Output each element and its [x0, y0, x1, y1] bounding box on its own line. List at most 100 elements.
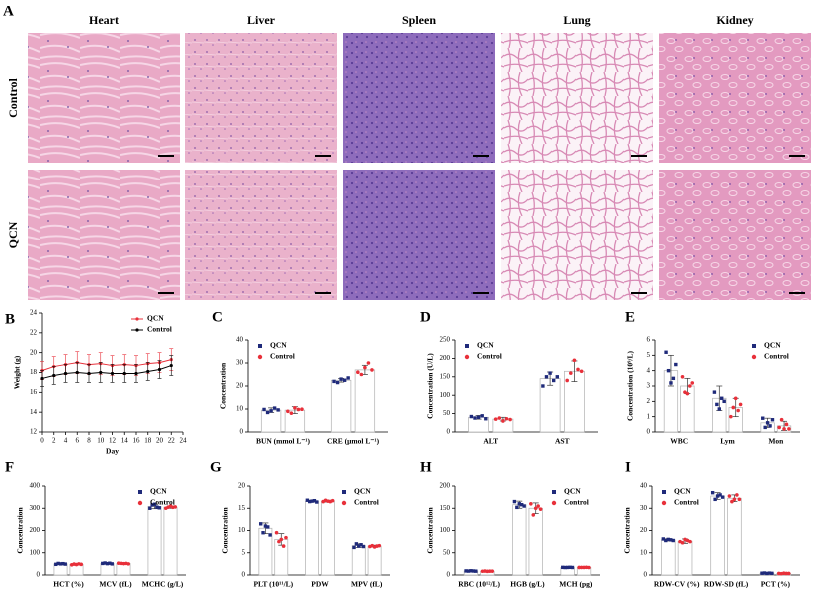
data-point — [531, 513, 536, 517]
chart: H 0 50 100 150 200 Concentration RBC (10¹²/L) HG… — [420, 459, 600, 589]
data-point — [565, 378, 569, 383]
panel-letter: D — [420, 309, 431, 325]
panel-letter: G — [210, 459, 222, 475]
y-tick-label: 300 — [30, 504, 41, 512]
data-point — [712, 390, 717, 394]
data-point — [469, 414, 474, 419]
x-tick-label: 10 — [97, 437, 105, 445]
x-tick-label: 12 — [109, 437, 117, 445]
y-tick-label: 15 — [238, 504, 246, 512]
data-point — [473, 416, 477, 420]
data-point — [305, 498, 310, 502]
data-point — [760, 571, 764, 575]
scale-bar — [158, 155, 174, 157]
data-point — [279, 537, 284, 542]
y-tick-label: 150 — [440, 372, 451, 380]
data-point — [538, 507, 543, 511]
data-point — [579, 369, 584, 374]
y-tick-label: 22 — [30, 328, 38, 336]
column-title: Liver — [247, 13, 276, 27]
data-point — [664, 350, 668, 354]
data-point — [587, 565, 591, 570]
y-tick-label: 40 — [640, 482, 648, 490]
y-tick-label: 50 — [443, 548, 451, 556]
x-tick-label: CRE (μmol L⁻¹) — [327, 437, 380, 446]
x-tick-label: 8 — [87, 437, 91, 445]
legend-label: QCN — [564, 487, 581, 496]
legend-marker — [661, 500, 667, 506]
panel-letter: E — [625, 309, 635, 325]
data-point — [563, 565, 567, 570]
legend-label: QCN — [150, 487, 167, 496]
histology-image — [659, 33, 811, 163]
data-point — [286, 409, 290, 414]
x-tick-label: RBC (10¹²/L) — [458, 580, 500, 589]
x-tick-label: PDW — [311, 580, 329, 589]
y-axis-label: Concentration — [623, 507, 632, 554]
data-point — [359, 543, 363, 547]
chart: F 0 100 200 300 400 Concentration HCT (%) MCV (f… — [5, 459, 186, 589]
scale-bar — [631, 155, 647, 157]
bar — [330, 379, 352, 433]
y-tick-label: 20 — [640, 526, 648, 534]
x-tick-label: 14 — [121, 437, 129, 445]
data-point — [54, 562, 58, 567]
legend-marker — [464, 354, 470, 360]
data-point — [346, 376, 350, 380]
data-point — [572, 358, 577, 363]
y-tick-label: 6 — [647, 336, 651, 344]
data-point — [515, 505, 519, 510]
bar — [528, 507, 543, 576]
data-point — [765, 421, 770, 425]
y-tick-label: 200 — [30, 526, 41, 534]
data-point — [730, 499, 734, 504]
x-tick-label: PCT (%) — [761, 580, 791, 589]
data-point — [555, 375, 560, 379]
y-axis-label: Concentration — [426, 507, 435, 554]
y-tick-label: 200 — [440, 354, 451, 362]
data-point — [568, 565, 572, 570]
y-tick-label: 18 — [30, 368, 38, 376]
data-point — [490, 569, 495, 573]
x-tick-label: 0 — [40, 437, 44, 445]
legend-marker — [138, 490, 142, 494]
data-point — [464, 569, 468, 573]
x-axis-label: Day — [106, 447, 119, 456]
scale-bar — [315, 292, 331, 294]
legend-marker — [137, 500, 143, 506]
x-tick-label: 22 — [168, 437, 176, 445]
bar — [512, 504, 527, 576]
data-point — [466, 569, 471, 573]
data-point — [504, 416, 509, 421]
data-point — [512, 499, 517, 504]
y-tick-label: 20 — [236, 382, 244, 390]
data-point — [762, 571, 767, 575]
column-title: Lung — [563, 13, 590, 27]
data-point — [332, 379, 336, 384]
legend-label: QCN — [477, 341, 494, 350]
column-title: Kidney — [716, 13, 753, 27]
bar — [163, 506, 178, 576]
data-point — [310, 499, 314, 503]
legend-label: Control — [147, 325, 172, 334]
data-point — [268, 533, 272, 537]
data-point — [155, 505, 159, 509]
data-point — [105, 561, 110, 566]
y-tick-label: 0 — [447, 428, 451, 436]
data-point — [261, 531, 265, 535]
data-point — [669, 538, 673, 542]
data-point — [731, 405, 736, 410]
y-tick-label: 4 — [647, 366, 651, 374]
data-point — [666, 537, 670, 542]
y-axis-label: Weight (g) — [13, 355, 22, 389]
x-tick-label: MCV (fL) — [99, 580, 132, 589]
legend-marker — [135, 317, 139, 321]
data-point — [354, 542, 359, 546]
data-point — [729, 414, 733, 419]
x-tick-label: WBC — [670, 437, 688, 446]
y-tick-label: 100 — [30, 548, 41, 556]
data-point — [289, 411, 294, 415]
y-tick-label: 2 — [647, 397, 651, 405]
data-point — [152, 502, 157, 506]
data-point — [717, 407, 721, 411]
